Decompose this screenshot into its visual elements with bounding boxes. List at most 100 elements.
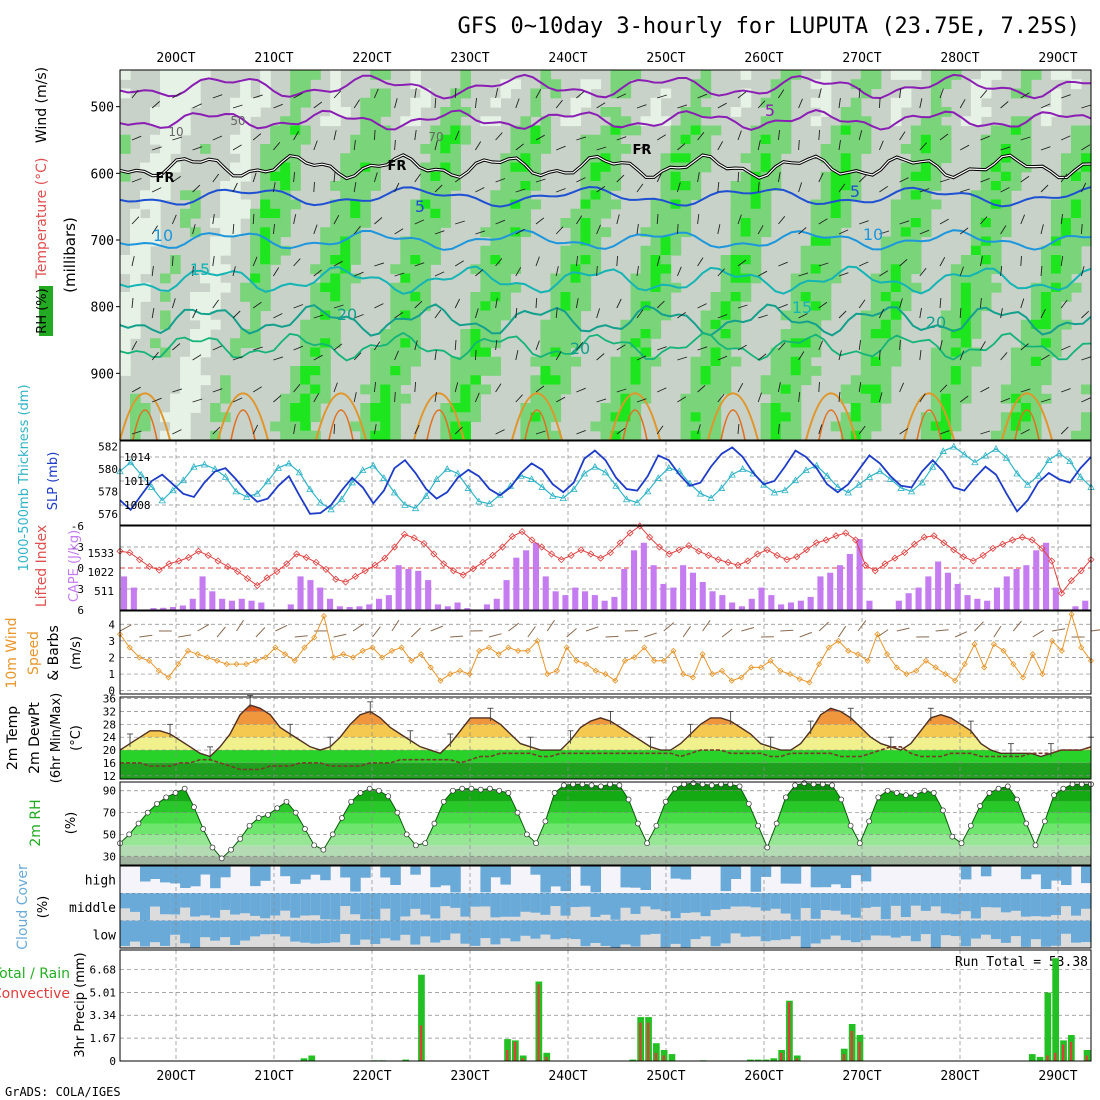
rh-cell — [820, 208, 832, 219]
cloud-cover-bar — [340, 920, 351, 934]
rh-cell — [700, 144, 712, 154]
wind-speed-point — [184, 647, 192, 654]
rh-point — [209, 844, 216, 851]
rh-cell — [240, 153, 251, 164]
wind-barb — [777, 382, 781, 393]
cloud-cover-bar — [430, 866, 441, 888]
rh-cell — [330, 107, 341, 117]
rh-cell — [250, 329, 261, 339]
rh-cell — [1020, 430, 1032, 441]
rh-point — [154, 800, 160, 807]
precip-convective-bar — [1069, 1041, 1073, 1061]
precip-unit-label: 3hr Precip (mm) — [73, 952, 88, 1057]
rh-point — [459, 785, 466, 792]
rh-cell — [850, 181, 862, 191]
wind-barb-10m — [954, 631, 968, 638]
wind-barb — [373, 424, 377, 435]
rh-point — [394, 809, 401, 816]
wind-barb — [495, 258, 503, 267]
rh-cell — [1040, 301, 1052, 312]
rh-cell — [480, 366, 491, 376]
rh-cell — [800, 282, 812, 293]
cloud-cover-bar — [550, 893, 561, 907]
rh-cell — [410, 236, 421, 247]
rh-cell — [600, 171, 612, 182]
wind-barb — [616, 388, 627, 393]
rh-cell — [1080, 134, 1092, 145]
rh-cell — [810, 366, 822, 376]
precip-tick-label: 5.01 — [90, 986, 117, 999]
cape-bar — [356, 606, 363, 610]
wind-barb — [414, 173, 421, 183]
rh-cell — [140, 162, 151, 173]
rh-cell — [330, 319, 341, 330]
rh-cell — [130, 310, 141, 321]
cloud-layer-bg — [650, 920, 661, 948]
rh-point — [792, 782, 798, 789]
rh-cell — [390, 301, 401, 312]
rh-cell — [270, 153, 281, 164]
rh-cell — [640, 384, 652, 395]
rh-cell — [460, 347, 471, 358]
wind-barb — [717, 141, 724, 151]
rh-cell — [1070, 255, 1082, 265]
wind-barb — [697, 257, 704, 267]
rh-cell — [940, 375, 952, 386]
rh-cell — [420, 264, 431, 275]
rh-cell — [250, 245, 261, 256]
rh-cell — [850, 190, 862, 201]
cloud-cover-bar — [540, 920, 551, 935]
rh-cell — [340, 190, 351, 201]
rh-cell — [240, 162, 251, 173]
rh-cell — [880, 366, 892, 376]
rh-cell — [1060, 153, 1072, 164]
cloud-cover-bar — [190, 920, 201, 948]
rh-cell — [570, 292, 582, 302]
rh-cell — [1010, 412, 1022, 423]
rh-cell — [950, 329, 962, 339]
rh-cell — [210, 403, 221, 413]
wind-barb-10m — [585, 626, 599, 632]
wind-barb — [333, 343, 343, 351]
rh-cell — [990, 227, 1002, 238]
temperature-contour-hot — [328, 409, 354, 441]
precip-total-axis-label: Total / Rain — [0, 966, 70, 982]
rh-unit-label: (%) — [64, 812, 79, 835]
rh-cell — [990, 153, 1002, 164]
temperature-contour-20 — [119, 303, 1092, 337]
rh-cell — [450, 366, 461, 376]
rh-cell — [710, 384, 722, 395]
wind-barb — [252, 133, 262, 141]
cloud-cover-bar — [360, 866, 371, 878]
wind-barb — [677, 104, 688, 109]
cloud-cover-bar — [560, 893, 571, 916]
rh-point — [551, 790, 558, 796]
rh-cell — [530, 97, 542, 108]
wind-barb — [959, 395, 969, 403]
thickness-point — [728, 470, 736, 478]
cloud-cover-bar — [490, 866, 501, 878]
wind-barb — [192, 308, 198, 319]
rh-cell — [350, 255, 361, 265]
rh-cell — [270, 421, 281, 432]
wind-barb — [293, 171, 296, 183]
rh-cell — [450, 125, 461, 136]
rh-cell — [540, 366, 552, 376]
rh-point — [385, 793, 392, 800]
wind-barb — [131, 135, 142, 141]
cloud-cover-bar — [540, 866, 551, 893]
thickness-point — [549, 492, 557, 499]
rh-cell — [700, 134, 712, 145]
rh-cell — [240, 329, 251, 339]
cloud-cover-bar — [180, 893, 191, 908]
temperature-contour-hot — [916, 409, 942, 441]
wind-barb — [394, 139, 396, 151]
rh-cell — [290, 393, 301, 404]
lifted-index-point — [626, 529, 634, 537]
rh-cell — [170, 144, 181, 154]
rh-cell — [470, 393, 481, 404]
rh-cell — [1010, 116, 1022, 127]
rh-cell — [810, 79, 822, 90]
rh-cell — [310, 264, 321, 275]
rh-cell — [1050, 292, 1062, 302]
